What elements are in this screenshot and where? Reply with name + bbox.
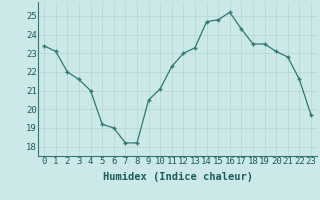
X-axis label: Humidex (Indice chaleur): Humidex (Indice chaleur)	[103, 172, 252, 182]
